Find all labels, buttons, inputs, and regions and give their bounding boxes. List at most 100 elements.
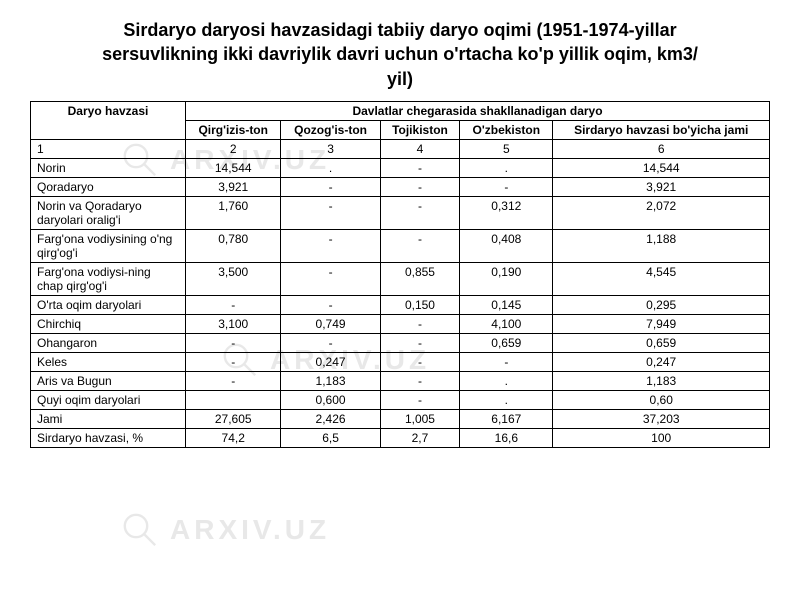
index-cell: 3 — [281, 139, 380, 158]
table-row: Farg'ona vodiysi-ning chap qirg'og'i3,50… — [31, 262, 770, 295]
data-cell: 4,545 — [553, 262, 770, 295]
row-label: Norin — [31, 158, 186, 177]
data-cell: 2,072 — [553, 196, 770, 229]
data-cell: 1,183 — [553, 371, 770, 390]
row-label: Farg'ona vodiysining o'ng qirg'og'i — [31, 229, 186, 262]
slide-content: Sirdaryo daryosi havzasidagi tabiiy dary… — [0, 0, 800, 448]
row-label: Jami — [31, 409, 186, 428]
data-cell: - — [281, 333, 380, 352]
table-row: Farg'ona vodiysining o'ng qirg'og'i0,780… — [31, 229, 770, 262]
header-col: Tojikiston — [380, 120, 460, 139]
data-cell: - — [460, 177, 553, 196]
header-col: O'zbekiston — [460, 120, 553, 139]
row-label: Qoradaryo — [31, 177, 186, 196]
table-header-row: Daryo havzasi Davlatlar chegarasida shak… — [31, 101, 770, 120]
row-label: O'rta oqim daryolari — [31, 295, 186, 314]
data-cell: - — [281, 196, 380, 229]
table-row: O'rta oqim daryolari--0,1500,1450,295 — [31, 295, 770, 314]
data-cell: 3,100 — [186, 314, 281, 333]
data-cell: - — [380, 177, 460, 196]
row-label: Norin va Qoradaryo daryolari oralig'i — [31, 196, 186, 229]
table-row: Quyi oqim daryolari0,600-.0,60 — [31, 390, 770, 409]
data-cell: 1,005 — [380, 409, 460, 428]
table-body: 123456Norin14,544.-.14,544Qoradaryo3,921… — [31, 139, 770, 447]
data-cell: - — [186, 333, 281, 352]
title-line: yil) — [387, 69, 413, 89]
data-cell: - — [281, 262, 380, 295]
data-table: Daryo havzasi Davlatlar chegarasida shak… — [30, 101, 770, 448]
data-cell: 16,6 — [460, 428, 553, 447]
data-cell: . — [281, 158, 380, 177]
data-cell: - — [186, 371, 281, 390]
data-cell: 2,426 — [281, 409, 380, 428]
data-cell: - — [186, 295, 281, 314]
watermark: ARXIV.UZ — [120, 510, 330, 550]
data-cell: - — [380, 390, 460, 409]
data-cell: 74,2 — [186, 428, 281, 447]
row-label: Quyi oqim daryolari — [31, 390, 186, 409]
row-label: Aris va Bugun — [31, 371, 186, 390]
data-cell: 7,949 — [553, 314, 770, 333]
header-col: Sirdaryo havzasi bo'yicha jami — [553, 120, 770, 139]
data-cell: 0,190 — [460, 262, 553, 295]
data-cell: 1,188 — [553, 229, 770, 262]
data-cell: 3,921 — [186, 177, 281, 196]
row-label: Chirchiq — [31, 314, 186, 333]
data-cell: 0,749 — [281, 314, 380, 333]
table-index-row: 123456 — [31, 139, 770, 158]
page-title: Sirdaryo daryosi havzasidagi tabiiy dary… — [30, 18, 770, 91]
data-cell: - — [380, 196, 460, 229]
data-cell: 4,100 — [460, 314, 553, 333]
data-cell: - — [460, 352, 553, 371]
data-cell: 0,247 — [281, 352, 380, 371]
data-cell: 3,921 — [553, 177, 770, 196]
data-cell: 0,855 — [380, 262, 460, 295]
data-cell: - — [281, 229, 380, 262]
header-countries-merged: Davlatlar chegarasida shakllanadigan dar… — [186, 101, 770, 120]
table-row: Aris va Bugun-1,183-.1,183 — [31, 371, 770, 390]
data-cell: - — [380, 371, 460, 390]
data-cell: - — [380, 314, 460, 333]
header-col: Qozog'is-ton — [281, 120, 380, 139]
data-cell: 0,659 — [460, 333, 553, 352]
table-row: Chirchiq3,1000,749-4,1007,949 — [31, 314, 770, 333]
data-cell: 3,500 — [186, 262, 281, 295]
data-cell: 0,295 — [553, 295, 770, 314]
data-cell: 14,544 — [186, 158, 281, 177]
data-cell: . — [460, 158, 553, 177]
title-line: sersuvlikning ikki davriylik davri uchun… — [102, 44, 698, 64]
data-cell: 0,150 — [380, 295, 460, 314]
data-cell: 27,605 — [186, 409, 281, 428]
row-label: Farg'ona vodiysi-ning chap qirg'og'i — [31, 262, 186, 295]
table-row: Qoradaryo3,921---3,921 — [31, 177, 770, 196]
data-cell: - — [380, 158, 460, 177]
data-cell: . — [460, 390, 553, 409]
data-cell: 6,5 — [281, 428, 380, 447]
row-label: Sirdaryo havzasi, % — [31, 428, 186, 447]
data-cell: 0,247 — [553, 352, 770, 371]
data-cell: 0,780 — [186, 229, 281, 262]
data-cell — [186, 390, 281, 409]
watermark-text: ARXIV.UZ — [170, 514, 330, 546]
data-cell: 0,145 — [460, 295, 553, 314]
table-row: Jami27,6052,4261,0056,16737,203 — [31, 409, 770, 428]
data-cell: 100 — [553, 428, 770, 447]
index-cell: 1 — [31, 139, 186, 158]
index-cell: 4 — [380, 139, 460, 158]
data-cell: - — [281, 177, 380, 196]
data-cell: - — [186, 352, 281, 371]
data-cell: 37,203 — [553, 409, 770, 428]
data-cell: 2,7 — [380, 428, 460, 447]
data-cell: 0,60 — [553, 390, 770, 409]
data-cell: - — [380, 229, 460, 262]
header-col: Qirg'izis-ton — [186, 120, 281, 139]
data-cell: - — [281, 295, 380, 314]
row-label: Ohangaron — [31, 333, 186, 352]
data-cell: 1,760 — [186, 196, 281, 229]
row-label: Keles — [31, 352, 186, 371]
index-cell: 5 — [460, 139, 553, 158]
table-row: Norin va Qoradaryo daryolari oralig'i1,7… — [31, 196, 770, 229]
table-row: Norin14,544.-.14,544 — [31, 158, 770, 177]
table-row: Ohangaron---0,6590,659 — [31, 333, 770, 352]
index-cell: 2 — [186, 139, 281, 158]
